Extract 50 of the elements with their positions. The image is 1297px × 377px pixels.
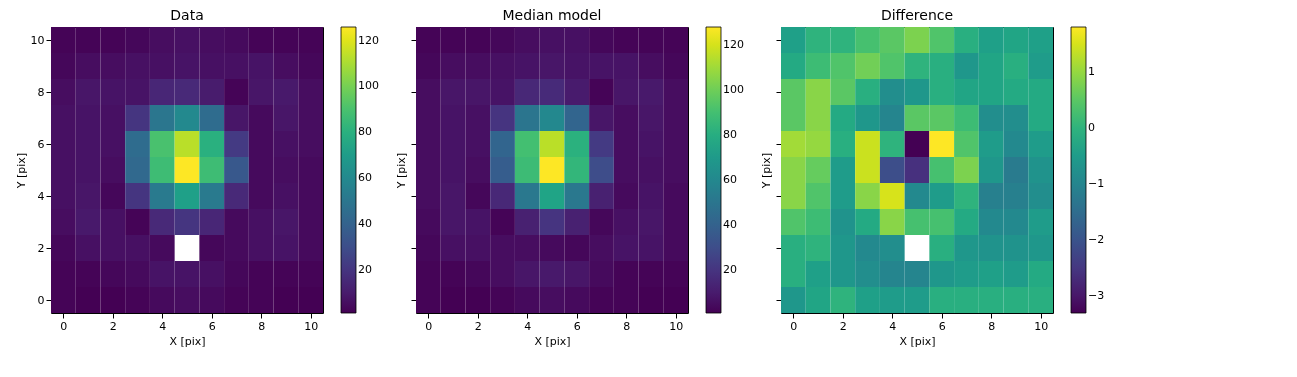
- color-bar-label: 40: [358, 216, 372, 230]
- x-axis-title: X [pix]: [899, 334, 936, 348]
- chart-title: Data: [170, 7, 204, 23]
- x-axis-title: X [pix]: [169, 334, 206, 348]
- x-tick-label: 8: [988, 319, 996, 333]
- color-bar-label: −3: [1088, 289, 1105, 303]
- x-tick-label: 10: [669, 319, 684, 333]
- color-bar-label: 40: [723, 218, 737, 232]
- y-axis-title: Y [pix]: [395, 152, 408, 190]
- color-bar-label: 120: [723, 38, 744, 52]
- x-tick-label: 0: [425, 319, 433, 333]
- chart-title: Difference: [880, 7, 954, 23]
- x-tick-label: 8: [258, 319, 266, 333]
- color-bar-label: 60: [723, 173, 737, 187]
- x-tick-label: 6: [208, 319, 216, 333]
- color-bar-label: 120: [358, 33, 379, 47]
- color-bar-label: 80: [723, 128, 737, 142]
- y-axis-title: Y [pix]: [760, 152, 773, 190]
- x-tick-label: 2: [839, 319, 847, 333]
- y-tick-label: 8: [37, 85, 45, 99]
- x-tick-label: 6: [573, 319, 581, 333]
- color-bar-label: 0: [1088, 120, 1095, 134]
- x-tick-label: 10: [1034, 319, 1049, 333]
- x-tick-label: 2: [474, 319, 482, 333]
- color-bar-label: 100: [358, 79, 379, 93]
- color-bar-label: 80: [358, 125, 372, 139]
- x-axis-title: X [pix]: [534, 334, 571, 348]
- y-tick-label: 0: [37, 293, 45, 307]
- color-bar-label: −1: [1088, 177, 1105, 191]
- x-tick-label: 0: [60, 319, 68, 333]
- color-bar-label: 1: [1088, 64, 1095, 78]
- y-tick-label: 10: [30, 33, 45, 47]
- chart-title: Median model: [502, 7, 602, 23]
- x-tick-label: 4: [524, 319, 532, 333]
- color-bar-label: −2: [1088, 233, 1105, 247]
- color-bar-label: 20: [723, 263, 737, 277]
- x-tick-label: 2: [109, 319, 117, 333]
- color-bar-label: 60: [358, 171, 372, 185]
- color-bar-label: 100: [723, 83, 744, 97]
- x-tick-label: 4: [159, 319, 167, 333]
- y-tick-label: 6: [37, 137, 45, 151]
- y-tick-label: 2: [37, 241, 45, 255]
- x-tick-label: 0: [790, 319, 798, 333]
- color-bar-label: 20: [358, 262, 372, 276]
- x-tick-label: 4: [889, 319, 897, 333]
- x-tick-label: 8: [623, 319, 631, 333]
- x-tick-label: 6: [938, 319, 946, 333]
- y-axis-title: Y [pix]: [14, 152, 28, 190]
- y-tick-label: 4: [37, 189, 45, 203]
- x-tick-label: 10: [304, 319, 319, 333]
